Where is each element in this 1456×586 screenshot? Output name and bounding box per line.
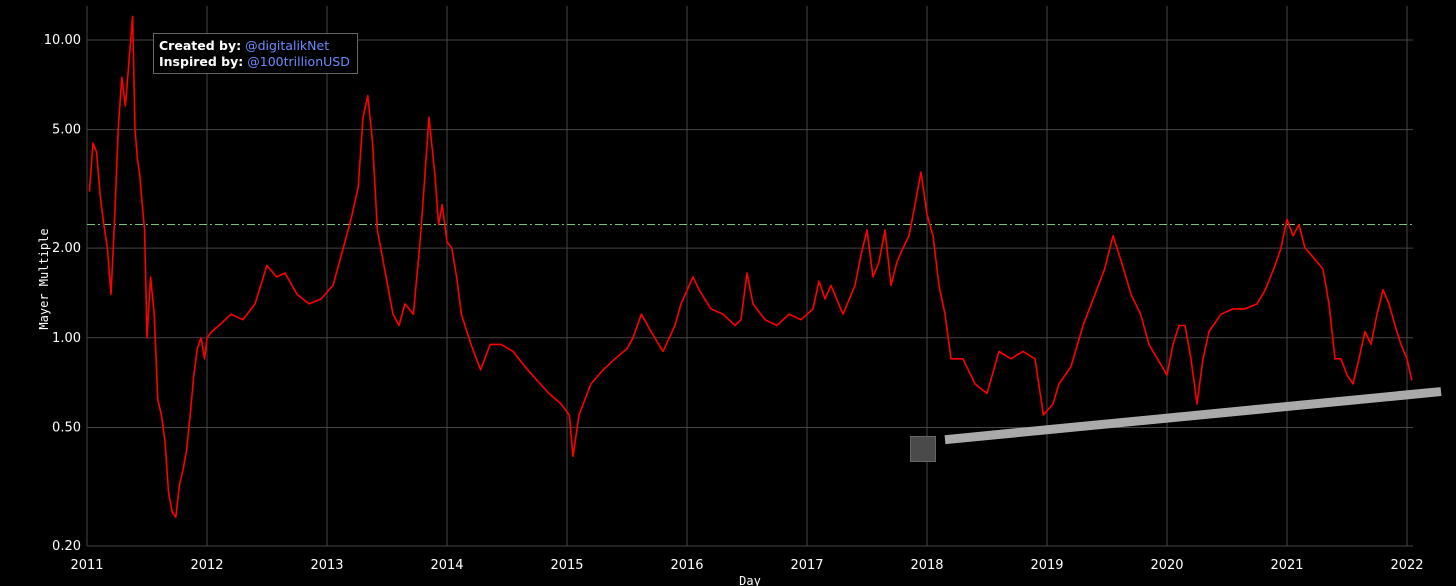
x-tick-labels: 2011 2012 2013 2014 2015 2016 2017 2018 2019 2020…: [70, 558, 1423, 573]
x-tick-label-2021: 2021: [1270, 558, 1303, 573]
y-tick-label-5.00: 5.00: [52, 123, 81, 138]
y-tick-labels: 0.20 0.50 1.00 2.00 5.00 10.00: [44, 33, 81, 554]
x-tick-label-2017: 2017: [790, 558, 823, 573]
x-tick-label-2013: 2013: [310, 558, 343, 573]
inspired-by-label: Inspired by:: [159, 54, 244, 69]
x-tick-label-2011: 2011: [70, 558, 103, 573]
created-by-label: Created by:: [159, 38, 242, 53]
x-tick-label-2012: 2012: [190, 558, 223, 573]
x-tick-label-2015: 2015: [550, 558, 583, 573]
series-line-mayer-multiple: [88, 15, 1413, 518]
x-tick-label-2019: 2019: [1030, 558, 1063, 573]
y-tick-label-1.00: 1.00: [52, 331, 81, 346]
grid-lines: [86, 6, 1413, 547]
x-tick-label-2018: 2018: [910, 558, 943, 573]
inspired-by-link[interactable]: @100trillionUSD: [247, 54, 350, 69]
x-axis-title: Day: [739, 574, 761, 586]
y-tick-label-0.20: 0.20: [52, 539, 81, 554]
x-tick-label-2022: 2022: [1390, 558, 1423, 573]
y-tick-label-0.50: 0.50: [52, 420, 81, 435]
created-by-link[interactable]: @digitalikNet: [245, 38, 330, 53]
y-tick-label-10.00: 10.00: [44, 33, 81, 48]
y-axis-title: Mayer Multiple: [37, 228, 51, 329]
trend-line[interactable]: [944, 387, 1442, 445]
x-tick-label-2020: 2020: [1150, 558, 1183, 573]
drag-handle[interactable]: [910, 436, 936, 462]
inspired-by-line: Inspired by: @100trillionUSD: [159, 54, 352, 70]
credits-annotation: Created by: @digitalikNet Inspired by: @…: [153, 33, 358, 74]
created-by-line: Created by: @digitalikNet: [159, 38, 352, 54]
x-tick-label-2016: 2016: [670, 558, 703, 573]
y-tick-label-2.00: 2.00: [52, 241, 81, 256]
x-tick-label-2014: 2014: [430, 558, 463, 573]
